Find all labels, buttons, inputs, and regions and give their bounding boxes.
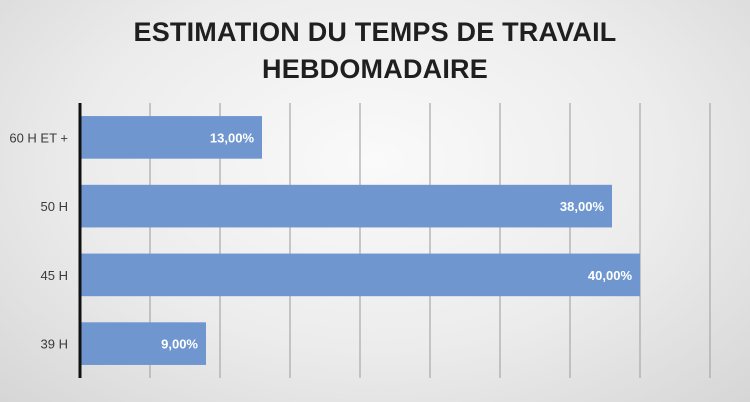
category-label-2: 50 H	[41, 199, 68, 214]
bars: 13,00% 38,00% 40,00% 9,00%	[80, 116, 640, 365]
bar-3	[80, 253, 640, 297]
data-label-3: 40,00%	[588, 268, 633, 283]
chart-title-line-2: HEBDOMADAIRE	[262, 54, 488, 84]
category-label-3: 45 H	[41, 268, 68, 283]
bar-1	[80, 116, 262, 159]
category-labels: 60 H ET + 50 H 45 H 39 H	[9, 130, 68, 351]
category-label-1: 60 H ET +	[9, 130, 68, 145]
chart-title: ESTIMATION DU TEMPS DE TRAVAIL HEBDOMADA…	[0, 14, 750, 88]
data-label-4: 9,00%	[161, 337, 198, 352]
data-label-2: 38,00%	[560, 199, 605, 214]
bar-2	[80, 184, 612, 228]
data-label-1: 13,00%	[210, 130, 255, 145]
gridlines	[149, 103, 711, 378]
category-label-4: 39 H	[41, 337, 68, 352]
chart-title-line-1: ESTIMATION DU TEMPS DE TRAVAIL	[133, 17, 617, 47]
bar-4	[80, 322, 206, 365]
